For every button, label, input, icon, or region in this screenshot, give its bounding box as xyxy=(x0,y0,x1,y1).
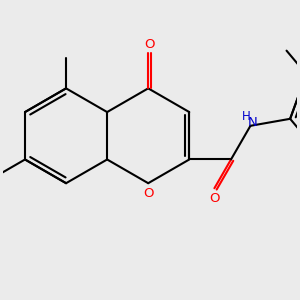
Text: O: O xyxy=(210,192,220,205)
Text: N: N xyxy=(248,116,257,130)
Text: H: H xyxy=(242,110,251,123)
Text: O: O xyxy=(145,38,155,51)
Text: O: O xyxy=(143,187,154,200)
